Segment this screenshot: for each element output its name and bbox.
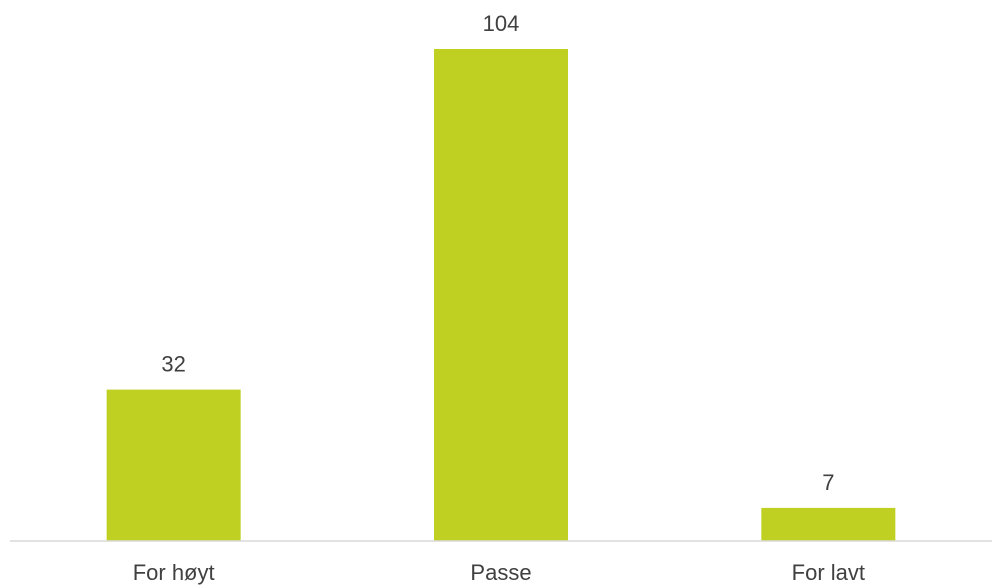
x-tick-label-1: Passe	[470, 560, 531, 585]
bars-group	[106, 49, 896, 541]
data-label-2: 7	[822, 470, 834, 495]
bar-2	[761, 507, 896, 541]
data-label-1: 104	[483, 11, 520, 36]
data-label-0: 32	[161, 352, 185, 377]
tick-labels-group: For høyt Passe For lavt	[133, 560, 865, 585]
x-tick-label-0: For høyt	[133, 560, 215, 585]
bar-0	[106, 389, 241, 541]
x-tick-label-2: For lavt	[792, 560, 865, 585]
bar-1	[434, 49, 568, 541]
data-labels-group: 32 104 7	[161, 11, 834, 495]
